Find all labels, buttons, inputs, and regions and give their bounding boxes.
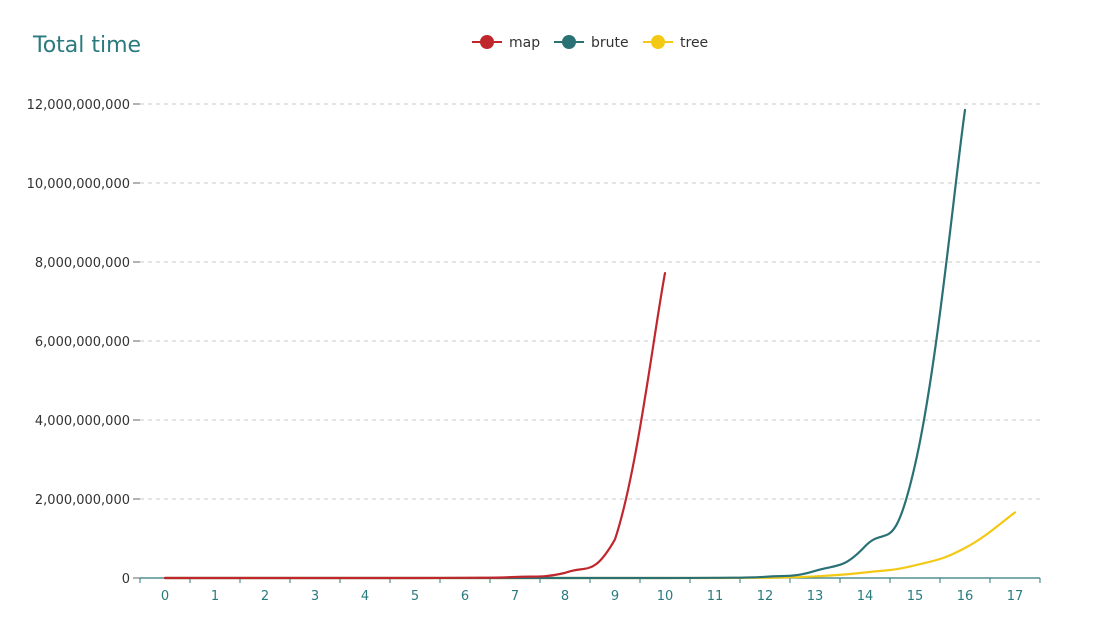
legend-label-map: map <box>509 35 540 51</box>
legend-label-tree: tree <box>680 35 708 51</box>
series-lines <box>163 108 1017 580</box>
x-tick-label: 4 <box>361 589 369 604</box>
x-tick-label: 2 <box>261 589 269 604</box>
y-tick-label: 8,000,000,000 <box>35 256 130 271</box>
x-tick-label: 16 <box>957 589 974 604</box>
x-tick-label: 11 <box>707 589 724 604</box>
chart-title: Total time <box>32 33 141 58</box>
x-tick-label: 3 <box>311 589 319 604</box>
x-tick-label: 14 <box>857 589 874 604</box>
y-tick-label: 12,000,000,000 <box>27 98 130 113</box>
x-tick-label: 0 <box>161 589 169 604</box>
x-axis: 0 1 2 3 4 5 6 7 8 9 10 11 12 13 14 15 16 17 <box>139 577 1041 604</box>
y-tick-label: 0 <box>122 572 130 587</box>
series-line-map <box>163 271 667 580</box>
x-tick-label: 17 <box>1007 589 1024 604</box>
x-tick-label: 5 <box>411 589 419 604</box>
x-tick-label: 10 <box>657 589 674 604</box>
y-axis: 0 2,000,000,000 4,000,000,000 6,000,000,000… <box>27 98 140 587</box>
series-line-brute <box>163 108 967 580</box>
y-tick-label: 10,000,000,000 <box>27 177 130 192</box>
legend-marker-map <box>480 35 494 49</box>
y-tick-label: 2,000,000,000 <box>35 493 130 508</box>
x-tick-label: 7 <box>511 589 519 604</box>
x-tick-label: 8 <box>561 589 569 604</box>
legend-marker-brute <box>562 35 576 49</box>
x-tick-label: 12 <box>757 589 774 604</box>
legend-marker-tree <box>651 35 665 49</box>
x-tick-label: 1 <box>211 589 219 604</box>
x-tick-label: 15 <box>907 589 924 604</box>
x-tick-label: 6 <box>461 589 469 604</box>
y-tick-label: 6,000,000,000 <box>35 335 130 350</box>
x-tick-label: 13 <box>807 589 824 604</box>
x-tick-label: 9 <box>611 589 619 604</box>
legend-label-brute: brute <box>591 35 629 51</box>
y-tick-label: 4,000,000,000 <box>35 414 130 429</box>
grid-lines <box>140 103 1040 500</box>
legend: map brute tree <box>472 35 708 51</box>
